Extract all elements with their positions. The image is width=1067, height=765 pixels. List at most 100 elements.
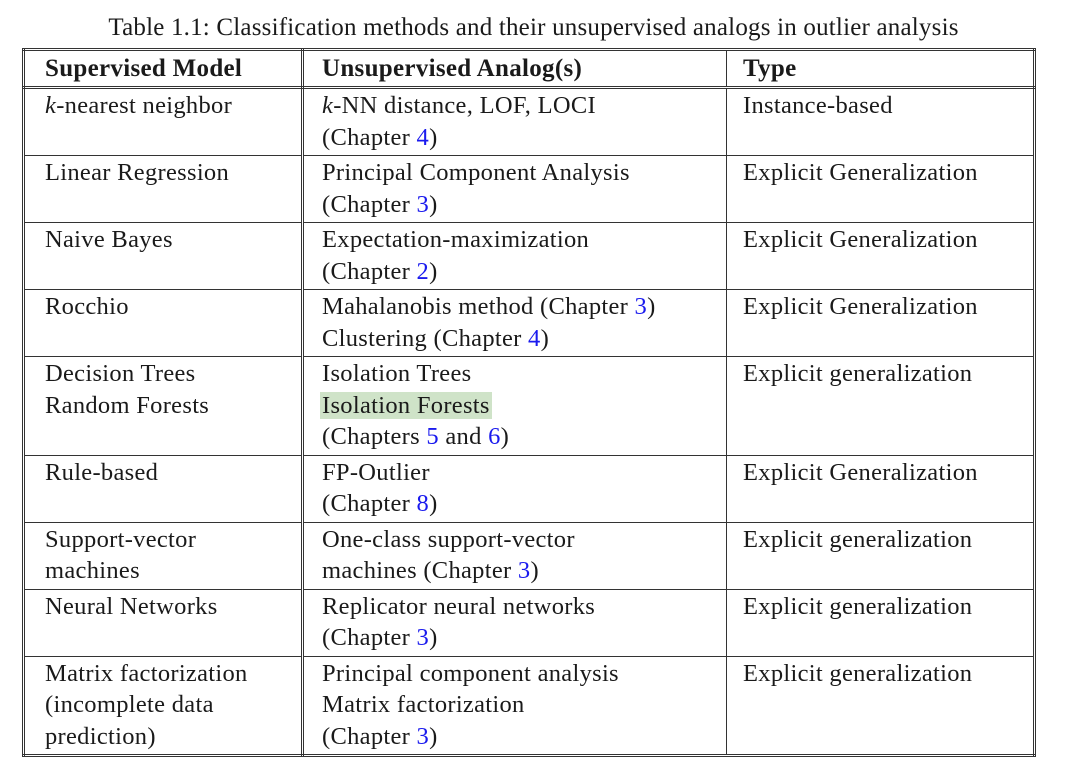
type-text: Explicit Generalization (743, 226, 978, 253)
cell-type: Explicit generalization (726, 521, 1036, 590)
table-row: Support-vector machines One-class support-… (22, 521, 1036, 590)
cell-text: Principal Component Analysis (322, 159, 630, 186)
table-header: Supervised Model Unsupervised Analog(s) … (22, 48, 1036, 89)
cell-text: -NN distance, LOF, LOCI (333, 92, 597, 119)
type-text: Explicit generalization (743, 659, 973, 687)
model-line: Neural Networks (45, 591, 295, 623)
cell-text: ) (500, 423, 510, 450)
cell-type: Explicit Generalization (726, 155, 1036, 223)
cell-text: (Chapter (322, 190, 417, 218)
cell-supervised-model: Rule-based (22, 454, 304, 523)
cell-text: ) (429, 190, 438, 218)
model-line: prediction) (45, 721, 295, 753)
model-line: Support-vector (45, 524, 295, 556)
table-row: Linear Regression Principal Component Ana… (22, 155, 1036, 223)
chapter-link[interactable]: 6 (488, 423, 501, 450)
analog-line: (Chapter 3) (322, 189, 720, 221)
cell-supervised-model: Decision Trees Random Forests (22, 356, 304, 456)
model-line: Naive Bayes (45, 224, 295, 256)
table-row: Rocchio Mahalanobis method (Chapter 3) Clu… (22, 289, 1036, 357)
cell-text: (Chapters (322, 423, 427, 450)
cell-unsupervised-analog: Isolation Trees Isolation Forests (Chapter… (302, 356, 727, 456)
analog-line: (Chapter 2) (322, 256, 720, 288)
type-text: Explicit generalization (743, 525, 973, 553)
cell-text: Random Forests (45, 391, 210, 419)
model-line: k-nearest neighbor (45, 90, 295, 122)
header-type: Type (726, 48, 1036, 89)
cell-text: (Chapter (322, 123, 417, 151)
cell-text: Principal component analysis (322, 659, 619, 687)
table-row: k-nearest neighbor k-NN distance, LOF, LO… (22, 87, 1036, 156)
table-row: Matrix factorization (incomplete data pred… (22, 655, 1036, 757)
header-supervised-model: Supervised Model (22, 48, 304, 89)
type-text: Explicit generalization (743, 592, 973, 620)
cell-text: Linear Regression (45, 159, 230, 186)
analog-line: (Chapter 3) (322, 721, 720, 753)
cell-text: Replicator neural networks (322, 592, 596, 620)
chapter-link[interactable]: 4 (528, 324, 541, 352)
cell-text: Decision Trees (45, 360, 196, 387)
table-row: Naive Bayes Expectation-maximization (Chap… (22, 222, 1036, 290)
cell-type: Explicit Generalization (726, 289, 1036, 357)
cell-supervised-model: Matrix factorization (incomplete data pred… (22, 655, 304, 757)
cell-supervised-model: k-nearest neighbor (22, 87, 304, 156)
cell-supervised-model: Naive Bayes (22, 222, 304, 290)
cell-type: Explicit Generalization (726, 222, 1036, 290)
classification-table-wrapper: Supervised Model Unsupervised Analog(s) … (22, 48, 1036, 757)
cell-text: (incomplete data (45, 691, 214, 718)
analog-line: Clustering (Chapter 4) (322, 323, 720, 355)
model-line: Rocchio (45, 291, 295, 323)
chapter-link[interactable]: 5 (426, 423, 439, 450)
cell-text: FP-Outlier (322, 458, 430, 486)
analog-line: One-class support-vector (322, 524, 720, 556)
cell-text: Neural Networks (45, 592, 218, 620)
cell-text: ) (429, 257, 438, 285)
table-body: k-nearest neighbor k-NN distance, LOF, LO… (22, 87, 1036, 757)
analog-line: Isolation Forests (320, 390, 720, 422)
cell-unsupervised-analog: FP-Outlier (Chapter 8) (302, 454, 727, 523)
cell-text: Isolation Trees (322, 360, 472, 387)
header-row: Supervised Model Unsupervised Analog(s) … (22, 48, 1036, 89)
math-variable: k (322, 92, 334, 119)
analog-line: Principal component analysis (322, 658, 720, 690)
cell-type: Explicit Generalization (726, 454, 1036, 523)
chapter-link[interactable]: 4 (416, 123, 430, 151)
header-unsupervised-analogs: Unsupervised Analog(s) (302, 48, 727, 89)
chapter-link[interactable]: 8 (416, 490, 430, 517)
chapter-link[interactable]: 3 (517, 557, 531, 584)
analog-line: (Chapters 5 and 6) (322, 421, 720, 453)
highlighted-text: Isolation Forests (320, 391, 492, 419)
cell-text: (Chapter (322, 624, 417, 651)
chapter-link[interactable]: 3 (416, 624, 430, 651)
cell-text: ) (429, 624, 438, 651)
cell-type: Explicit generalization (726, 356, 1036, 456)
chapter-link[interactable]: 3 (634, 293, 648, 320)
cell-text: prediction) (45, 722, 156, 750)
analog-line: FP-Outlier (322, 457, 720, 489)
cell-text: Expectation-maximization (322, 226, 590, 253)
cell-text: Matrix factorization (322, 691, 525, 718)
analog-line: Principal Component Analysis (322, 157, 720, 189)
cell-text: machines (Chapter (322, 557, 518, 584)
cell-supervised-model: Linear Regression (22, 155, 304, 223)
cell-type: Instance-based (726, 87, 1036, 156)
cell-text: and (438, 423, 489, 450)
cell-unsupervised-analog: Principal Component Analysis (Chapter 3) (302, 155, 727, 223)
classification-table: Supervised Model Unsupervised Analog(s) … (22, 48, 1036, 757)
analog-line: (Chapter 8) (322, 488, 720, 520)
chapter-link[interactable]: 3 (416, 190, 430, 218)
analog-line: Matrix factorization (322, 689, 720, 721)
model-line: Decision Trees (45, 358, 295, 390)
cell-unsupervised-analog: Expectation-maximization (Chapter 2) (302, 222, 727, 290)
cell-text: Rocchio (45, 293, 129, 320)
model-line: Rule-based (45, 457, 295, 489)
type-text: Explicit generalization (743, 360, 973, 387)
table-row: Decision Trees Random Forests Isolation Tr… (22, 356, 1036, 456)
cell-text: ) (647, 293, 656, 320)
type-text: Explicit Generalization (743, 159, 978, 186)
chapter-link[interactable]: 3 (416, 722, 430, 750)
chapter-link[interactable]: 2 (416, 257, 430, 285)
cell-text: Rule-based (45, 458, 159, 486)
analog-line: Replicator neural networks (322, 591, 720, 623)
model-line: machines (45, 555, 295, 587)
